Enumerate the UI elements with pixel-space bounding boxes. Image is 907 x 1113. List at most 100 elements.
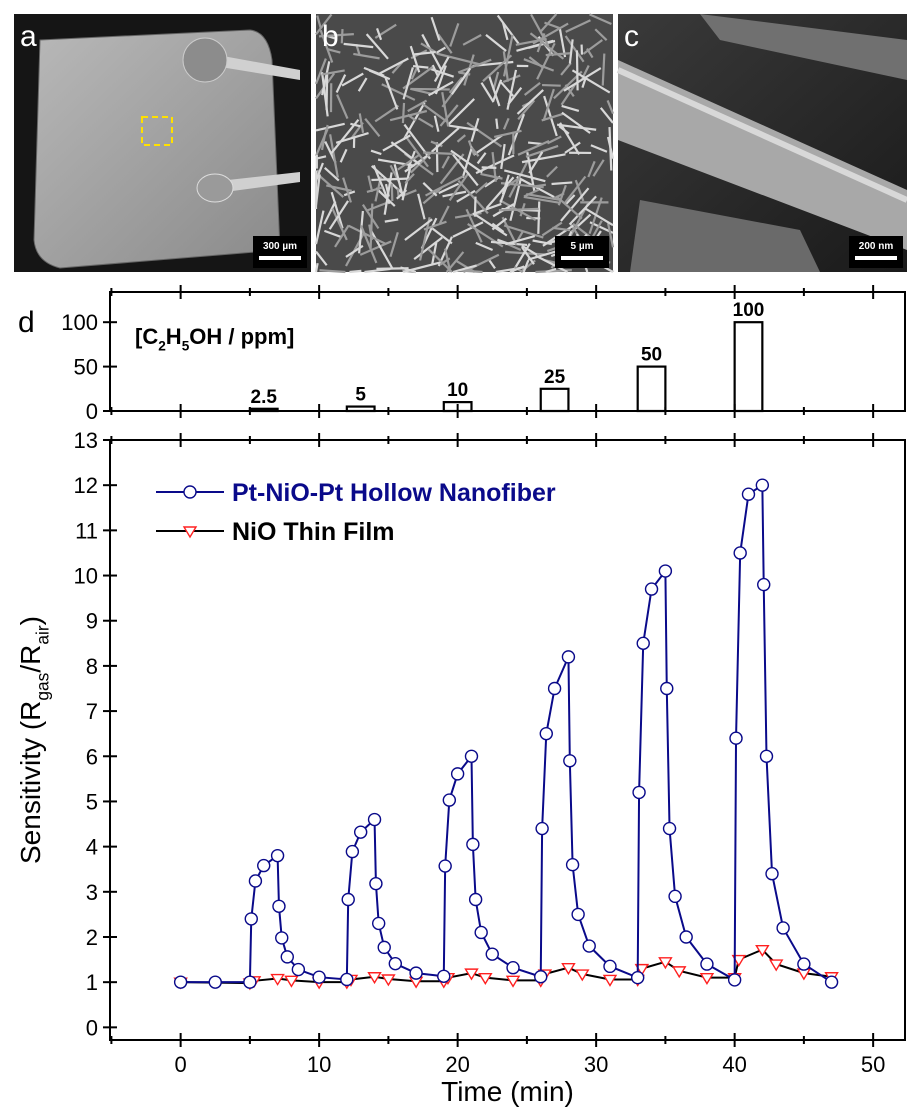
marker bbox=[757, 577, 771, 592]
nanofiber-texture bbox=[529, 32, 565, 60]
nanofiber-texture bbox=[522, 259, 530, 273]
nanofiber-texture bbox=[507, 86, 523, 106]
scale-bar bbox=[259, 256, 301, 260]
nanofiber-texture bbox=[480, 82, 495, 103]
marker bbox=[561, 963, 576, 976]
scale-bar bbox=[855, 256, 897, 260]
nanofiber-texture bbox=[546, 135, 562, 145]
nanofiber-texture bbox=[523, 195, 561, 205]
nanofiber-texture bbox=[348, 224, 387, 246]
nanofiber-texture bbox=[436, 52, 481, 66]
nanofiber-texture bbox=[475, 241, 494, 252]
nanofiber-texture bbox=[324, 229, 343, 239]
nanofiber-texture bbox=[587, 160, 596, 178]
nanofiber-texture bbox=[500, 143, 506, 170]
nanofiber-texture bbox=[485, 34, 507, 52]
marker bbox=[284, 975, 299, 988]
nanofiber-texture bbox=[590, 144, 608, 153]
nanofiber-texture bbox=[506, 69, 518, 110]
nanofiber-texture bbox=[377, 158, 415, 167]
x-tick-label: 0 bbox=[175, 1052, 187, 1077]
nanofiber-texture bbox=[466, 121, 503, 148]
nanofiber-texture bbox=[482, 54, 513, 82]
nanofiber-texture bbox=[407, 99, 428, 113]
nanofiber-texture bbox=[502, 34, 514, 77]
marker bbox=[464, 749, 479, 763]
sem-image-b bbox=[314, 13, 615, 274]
nanofiber-texture bbox=[389, 109, 428, 122]
nanofiber-texture bbox=[345, 244, 364, 258]
y-tick-label: 8 bbox=[86, 654, 98, 679]
nanofiber-texture bbox=[564, 141, 581, 154]
nanofiber-texture bbox=[390, 141, 421, 166]
nanofiber-texture bbox=[496, 14, 521, 46]
nanofiber-texture bbox=[452, 153, 479, 187]
marker bbox=[468, 892, 483, 907]
nanofiber-texture bbox=[497, 238, 509, 245]
marker bbox=[534, 970, 548, 984]
nanofiber-texture bbox=[323, 167, 340, 182]
nanofiber-texture bbox=[493, 129, 522, 139]
nanofiber-texture bbox=[315, 13, 333, 36]
marker bbox=[381, 974, 396, 987]
y-tick-label: 5 bbox=[86, 789, 98, 814]
marker bbox=[505, 975, 521, 988]
legend-label: Pt-NiO-Pt Hollow Nanofiber bbox=[232, 479, 556, 507]
nanofiber-texture bbox=[545, 267, 557, 274]
y-tick-label: 0 bbox=[86, 399, 98, 424]
y-axis-title: Sensitivity (Rgas/Rair) bbox=[15, 616, 52, 864]
marker bbox=[371, 916, 386, 931]
nanofiber-texture bbox=[439, 205, 450, 224]
marker bbox=[733, 546, 747, 560]
marker bbox=[634, 963, 650, 976]
nanofiber-texture bbox=[431, 64, 439, 77]
panel-labels: a 300 µm b 5 µm c 200 nm bbox=[20, 20, 903, 268]
nanofiber-texture bbox=[462, 34, 482, 46]
nanofiber-texture bbox=[525, 144, 559, 158]
marker bbox=[275, 931, 289, 945]
marker bbox=[672, 966, 687, 979]
marker bbox=[765, 867, 779, 881]
nanofiber-texture bbox=[425, 175, 465, 197]
y-tick-label: 2 bbox=[86, 925, 98, 950]
nanofiber-texture bbox=[441, 155, 450, 169]
value-label: 2.5 bbox=[251, 387, 278, 408]
nanofiber-texture bbox=[502, 22, 509, 41]
nanofiber-texture bbox=[472, 202, 502, 216]
subscript: air bbox=[32, 625, 52, 645]
marker bbox=[632, 785, 646, 800]
nanofiber-texture bbox=[397, 154, 420, 171]
marker bbox=[582, 939, 596, 953]
scale-bar-box bbox=[253, 236, 307, 268]
nanofiber-texture bbox=[325, 73, 329, 110]
nanofiber-texture bbox=[393, 163, 404, 198]
nanofiber-texture bbox=[503, 224, 544, 239]
panel-label: b bbox=[322, 20, 339, 53]
nanofiber-texture bbox=[390, 183, 394, 202]
nanofiber-texture bbox=[551, 181, 573, 186]
marker bbox=[272, 899, 286, 913]
y-tick-label: 4 bbox=[86, 835, 98, 860]
marker bbox=[824, 975, 839, 989]
marker bbox=[662, 821, 677, 836]
plot-frame bbox=[109, 439, 906, 1041]
nanofiber-texture bbox=[488, 75, 501, 107]
nanofiber-texture bbox=[328, 200, 350, 230]
marker bbox=[729, 731, 743, 745]
marker bbox=[270, 848, 285, 863]
sem-image-c bbox=[616, 14, 907, 272]
nanofiber-texture bbox=[315, 172, 345, 198]
nanofiber-texture bbox=[396, 189, 408, 200]
nanofiber-texture bbox=[589, 13, 612, 25]
nanofiber-texture bbox=[535, 254, 569, 273]
nanofiber-texture bbox=[456, 189, 476, 203]
nanofiber-texture bbox=[358, 113, 365, 134]
x-tick-label: 50 bbox=[861, 1052, 885, 1077]
nanofiber-texture bbox=[423, 151, 453, 155]
marker bbox=[602, 974, 618, 987]
nanofiber-texture bbox=[326, 48, 341, 54]
nanofiber-texture bbox=[559, 122, 581, 156]
nanofiber-texture bbox=[492, 71, 500, 91]
nanofiber-texture bbox=[474, 213, 508, 237]
nanofiber-texture bbox=[564, 194, 576, 206]
